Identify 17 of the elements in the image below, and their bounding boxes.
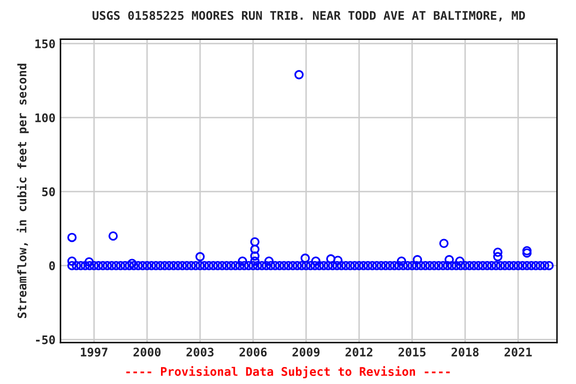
x-tick-label: 2006 (240, 348, 267, 357)
y-axis-title: Streamflow, in cubic feet per second (16, 64, 29, 318)
y-tick-label: 0 (49, 261, 55, 270)
x-tick-label: 1997 (80, 348, 108, 357)
x-tick-label: 2003 (186, 348, 214, 357)
x-tick-label: 2018 (452, 348, 479, 357)
y-tick-label: 150 (35, 39, 55, 48)
y-tick-label: -50 (36, 335, 55, 344)
x-tick-label: 2012 (346, 348, 372, 357)
x-tick-label: 2015 (398, 348, 426, 357)
text: ---- Provisional Data Subject to Revision ---- (126, 366, 450, 378)
x-tick-label: 2021 (504, 348, 532, 357)
y-tick-label: 50 (42, 187, 55, 196)
chart-title: USGS 01585225 MOORES RUN TRIB. NEAR TODD AVE AT BALTIMORE, MD (92, 10, 525, 22)
x-tick-label: 2000 (134, 348, 161, 357)
y-tick-label: 100 (35, 113, 55, 122)
x-tick-label: 2009 (292, 348, 320, 357)
